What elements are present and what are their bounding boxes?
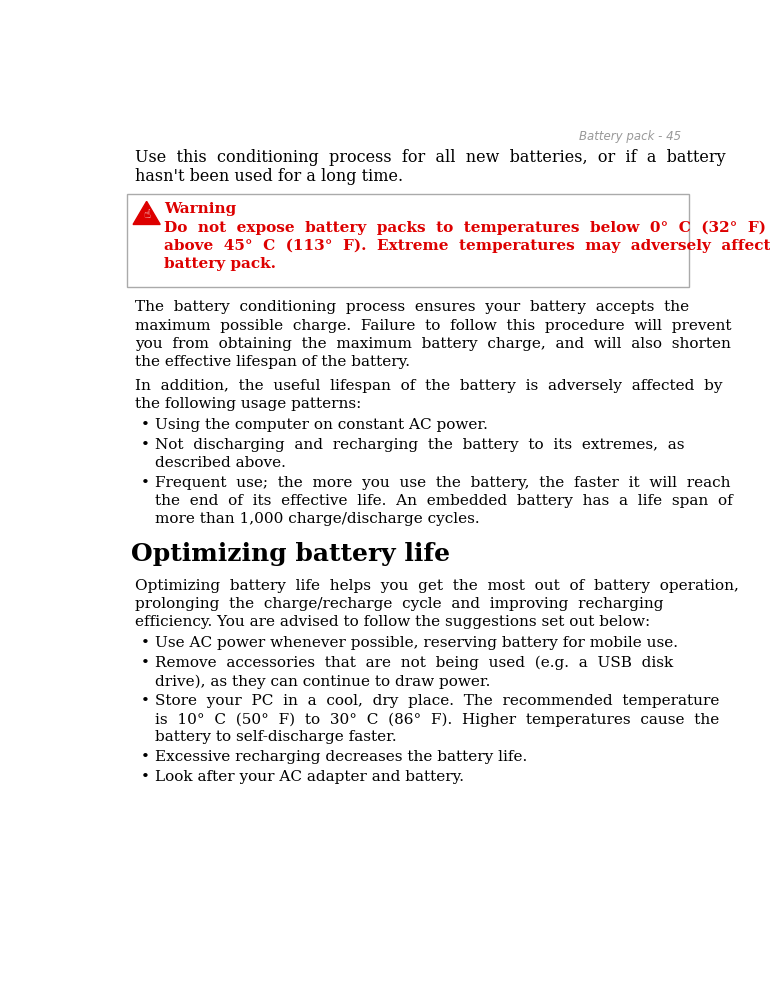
- Text: •: •: [141, 770, 150, 784]
- Text: the effective lifespan of the battery.: the effective lifespan of the battery.: [135, 355, 410, 369]
- Text: Warning: Warning: [164, 202, 236, 216]
- Text: •: •: [141, 637, 150, 651]
- Text: above  45°  C  (113°  F).  Extreme  temperatures  may  adversely  affect  the: above 45° C (113° F). Extreme temperatur…: [164, 238, 770, 253]
- Text: the following usage patterns:: the following usage patterns:: [135, 397, 361, 411]
- Text: Use  this  conditioning  process  for  all  new  batteries,  or  if  a  battery: Use this conditioning process for all ne…: [135, 149, 725, 166]
- Text: maximum  possible  charge.  Failure  to  follow  this  procedure  will  prevent: maximum possible charge. Failure to foll…: [135, 318, 731, 332]
- FancyBboxPatch shape: [127, 193, 689, 286]
- Text: Look after your AC adapter and battery.: Look after your AC adapter and battery.: [155, 770, 464, 784]
- Text: more than 1,000 charge/discharge cycles.: more than 1,000 charge/discharge cycles.: [155, 513, 480, 527]
- Text: the  end  of  its  effective  life.  An  embedded  battery  has  a  life  span  : the end of its effective life. An embedd…: [155, 493, 733, 508]
- Text: drive), as they can continue to draw power.: drive), as they can continue to draw pow…: [155, 675, 490, 689]
- Text: ☝: ☝: [143, 208, 150, 221]
- Text: •: •: [141, 437, 150, 451]
- Text: Use AC power whenever possible, reserving battery for mobile use.: Use AC power whenever possible, reservin…: [155, 637, 678, 651]
- Text: •: •: [141, 694, 150, 708]
- Text: is  10°  C  (50°  F)  to  30°  C  (86°  F).  Higher  temperatures  cause  the: is 10° C (50° F) to 30° C (86° F). Highe…: [155, 712, 719, 727]
- Text: Optimizing battery life: Optimizing battery life: [131, 542, 450, 566]
- Text: Using the computer on constant AC power.: Using the computer on constant AC power.: [155, 418, 488, 432]
- Text: In  addition,  the  useful  lifespan  of  the  battery  is  adversely  affected : In addition, the useful lifespan of the …: [135, 379, 722, 392]
- Text: described above.: described above.: [155, 456, 286, 470]
- Text: hasn't been used for a long time.: hasn't been used for a long time.: [135, 168, 403, 185]
- Text: The  battery  conditioning  process  ensures  your  battery  accepts  the: The battery conditioning process ensures…: [135, 300, 689, 314]
- Text: you  from  obtaining  the  maximum  battery  charge,  and  will  also  shorten: you from obtaining the maximum battery c…: [135, 337, 731, 351]
- Text: efficiency. You are advised to follow the suggestions set out below:: efficiency. You are advised to follow th…: [135, 616, 650, 630]
- Text: Frequent  use;  the  more  you  use  the  battery,  the  faster  it  will  reach: Frequent use; the more you use the batte…: [155, 475, 731, 489]
- Text: •: •: [141, 475, 150, 489]
- Text: battery to self-discharge faster.: battery to self-discharge faster.: [155, 731, 397, 745]
- Text: Optimizing  battery  life  helps  you  get  the  most  out  of  battery  operati: Optimizing battery life helps you get th…: [135, 579, 739, 593]
- Text: •: •: [141, 656, 150, 670]
- Text: •: •: [141, 418, 150, 432]
- Text: Battery pack - 45: Battery pack - 45: [579, 130, 681, 143]
- Text: Remove  accessories  that  are  not  being  used  (e.g.  a  USB  disk: Remove accessories that are not being us…: [155, 656, 674, 671]
- Text: Excessive recharging decreases the battery life.: Excessive recharging decreases the batte…: [155, 750, 527, 764]
- Text: Do  not  expose  battery  packs  to  temperatures  below  0°  C  (32°  F)  or: Do not expose battery packs to temperatu…: [164, 220, 770, 235]
- Polygon shape: [133, 201, 160, 224]
- Text: Not  discharging  and  recharging  the  battery  to  its  extremes,  as: Not discharging and recharging the batte…: [155, 437, 685, 451]
- Text: prolonging  the  charge/recharge  cycle  and  improving  recharging: prolonging the charge/recharge cycle and…: [135, 597, 664, 611]
- Text: battery pack.: battery pack.: [164, 257, 276, 271]
- Text: Store  your  PC  in  a  cool,  dry  place.  The  recommended  temperature: Store your PC in a cool, dry place. The …: [155, 694, 719, 708]
- Text: •: •: [141, 750, 150, 764]
